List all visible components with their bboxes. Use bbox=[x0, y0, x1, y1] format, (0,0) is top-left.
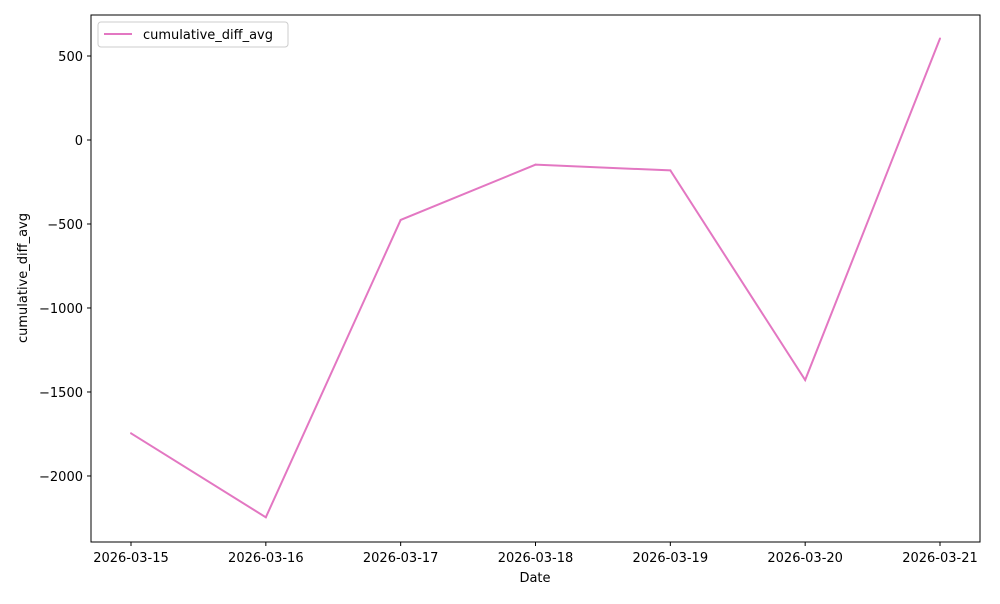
data-point bbox=[939, 37, 941, 40]
x-tick-label: 2026-03-19 bbox=[633, 551, 709, 566]
x-tick-label: 2026-03-18 bbox=[498, 551, 574, 566]
data-point bbox=[669, 169, 672, 172]
legend-box bbox=[97, 21, 289, 48]
x-tick-label: 2026-03-15 bbox=[93, 551, 169, 566]
y-tick-label: −500 bbox=[47, 218, 83, 233]
legend: cumulative_diff_avg bbox=[97, 21, 289, 48]
legend-label: cumulative_diff_avg bbox=[143, 28, 273, 43]
data-point bbox=[399, 218, 402, 221]
plot-area bbox=[90, 14, 981, 543]
x-tick-label: 2026-03-21 bbox=[902, 551, 978, 566]
y-tick-label: −2000 bbox=[39, 470, 83, 485]
y-axis-label: cumulative_diff_avg bbox=[16, 213, 31, 343]
data-point bbox=[264, 516, 267, 519]
data-point bbox=[804, 379, 807, 382]
y-tick-label: 0 bbox=[75, 134, 83, 149]
x-tick-label: 2026-03-17 bbox=[363, 551, 439, 566]
x-tick-label: 2026-03-20 bbox=[767, 551, 843, 566]
x-tick-label: 2026-03-16 bbox=[228, 551, 304, 566]
data-point bbox=[534, 163, 537, 166]
x-axis-label: Date bbox=[519, 571, 550, 586]
y-tick-label: −1500 bbox=[39, 386, 83, 401]
y-tick-label: 500 bbox=[58, 50, 83, 65]
y-tick-label: −1000 bbox=[39, 302, 83, 317]
data-point bbox=[130, 432, 132, 435]
